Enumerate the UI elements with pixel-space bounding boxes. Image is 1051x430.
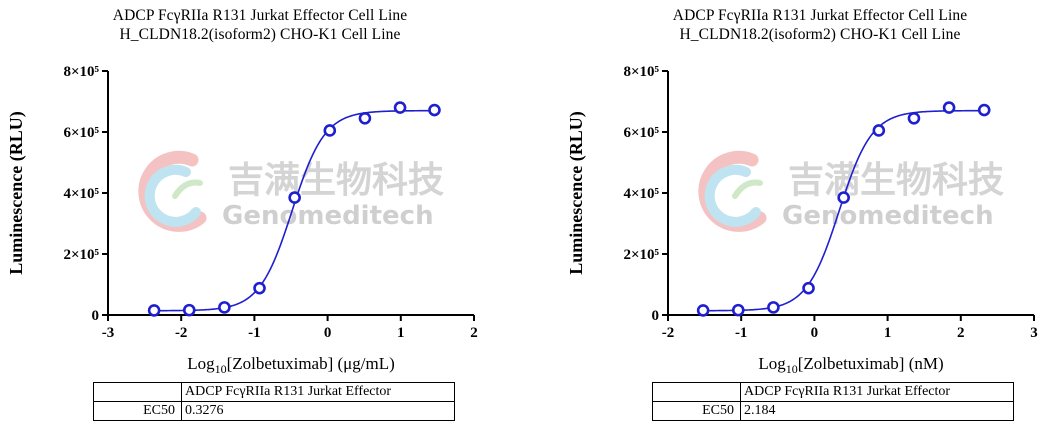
data-point bbox=[288, 191, 301, 204]
data-point bbox=[907, 111, 921, 125]
ec50-table-header: ADCP FcγRIIa R131 Jurkat Effector bbox=[740, 382, 1014, 402]
data-point bbox=[147, 304, 161, 317]
y-tick-label: 2×10⁵ bbox=[623, 247, 659, 263]
chart-title-line-1: ADCP FcγRIIa R131 Jurkat Effector Cell L… bbox=[672, 7, 968, 24]
watermark-text-cn: 吉满生物科技 bbox=[228, 160, 444, 201]
y-tick-label: 4×10⁵ bbox=[623, 186, 659, 202]
y-tick-label: 6×10⁵ bbox=[623, 125, 659, 141]
data-point bbox=[977, 103, 991, 117]
data-point bbox=[253, 281, 266, 295]
x-tick-label: -1 bbox=[248, 325, 261, 341]
x-tick-label: 0 bbox=[811, 325, 819, 341]
y-tick-label: 8×10⁵ bbox=[63, 64, 99, 80]
chart-title-line-2: H_CLDN18.2(isoform2) CHO-K1 Cell Line bbox=[119, 26, 401, 43]
data-point bbox=[872, 124, 886, 137]
data-point bbox=[323, 124, 337, 137]
x-tick-label: -2 bbox=[662, 325, 675, 341]
ec50-table-corner bbox=[652, 382, 741, 402]
watermark-logo-icon bbox=[138, 150, 207, 232]
x-tick-label: 2 bbox=[470, 325, 478, 341]
watermark-arc-blue bbox=[144, 164, 201, 227]
data-point bbox=[696, 304, 710, 317]
data-point bbox=[218, 301, 231, 314]
x-tick-label: 3 bbox=[1030, 325, 1038, 341]
data-point bbox=[358, 111, 372, 125]
x-tick-label: -2 bbox=[175, 325, 188, 341]
y-tick-label: 2×10⁵ bbox=[63, 247, 99, 263]
x-tick-label: 1 bbox=[884, 325, 892, 341]
fit-curve bbox=[154, 109, 435, 312]
x-tick-label: 1 bbox=[397, 325, 405, 341]
x-axis-label: Log10[Zolbetuximab] (μg/mL) bbox=[187, 354, 395, 376]
ec50-row-label: EC50 bbox=[93, 401, 182, 421]
y-tick-label: 8×10⁵ bbox=[623, 64, 659, 80]
data-point bbox=[767, 301, 780, 314]
watermark-arc-blue bbox=[704, 164, 761, 227]
chart-title: ADCP FcγRIIa R131 Jurkat Effector Cell L… bbox=[560, 6, 1051, 44]
ec50-table: ADCP FcγRIIa R131 Jurkat Effector EC50 2… bbox=[652, 382, 1014, 421]
chart-title: ADCP FcγRIIa R131 Jurkat Effector Cell L… bbox=[0, 6, 520, 44]
chart-title-line-1: ADCP FcγRIIa R131 Jurkat Effector Cell L… bbox=[112, 7, 408, 24]
y-tick-label: 4×10⁵ bbox=[63, 186, 99, 202]
x-tick-label: -3 bbox=[102, 325, 115, 341]
ec50-row-label: EC50 bbox=[652, 401, 741, 421]
ec50-value: 0.3276 bbox=[181, 401, 455, 421]
x-tick-label: 0 bbox=[324, 325, 332, 341]
ec50-table-header: ADCP FcγRIIa R131 Jurkat Effector bbox=[181, 382, 455, 402]
data-point bbox=[837, 191, 850, 204]
y-axis-label: Luminescence (RLU) bbox=[6, 111, 27, 274]
chart-title-line-2: H_CLDN18.2(isoform2) CHO-K1 Cell Line bbox=[679, 26, 961, 43]
x-tick-label: 2 bbox=[957, 325, 965, 341]
y-tick-label: 0 bbox=[92, 308, 100, 324]
data-point bbox=[731, 303, 745, 317]
x-axis-label: Log10[Zolbetuximab] (nM) bbox=[758, 354, 943, 376]
x-tick-label: -1 bbox=[735, 325, 748, 341]
data-point bbox=[802, 281, 815, 295]
watermark-text-cn: 吉满生物科技 bbox=[788, 160, 1004, 201]
watermark-text-en: Genomeditech bbox=[222, 201, 434, 231]
y-tick-label: 6×10⁵ bbox=[63, 125, 99, 141]
data-point bbox=[942, 101, 956, 114]
watermark-leaf bbox=[732, 179, 763, 199]
watermark-leaf bbox=[172, 179, 203, 199]
y-axis-label: Luminescence (RLU) bbox=[566, 111, 587, 274]
data-point bbox=[393, 101, 407, 114]
data-point bbox=[182, 303, 196, 317]
y-tick-label: 0 bbox=[652, 308, 660, 324]
chart-panel-right: ADCP FcγRIIa R131 Jurkat Effector Cell L… bbox=[560, 0, 1051, 430]
watermark-text-en: Genomeditech bbox=[782, 201, 994, 231]
chart-panel-left: ADCP FcγRIIa R131 Jurkat Effector Cell L… bbox=[0, 0, 520, 430]
ec50-table-corner bbox=[93, 382, 182, 402]
ec50-value: 2.184 bbox=[740, 401, 1014, 421]
ec50-table: ADCP FcγRIIa R131 Jurkat Effector EC50 0… bbox=[93, 382, 455, 421]
watermark-logo-icon bbox=[698, 150, 767, 232]
data-point bbox=[428, 103, 441, 117]
